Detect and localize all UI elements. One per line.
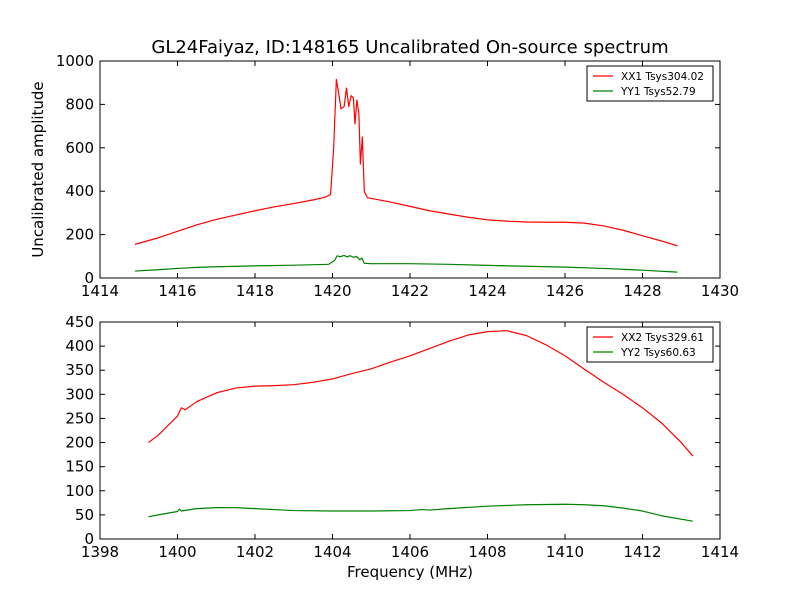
y-tick-label: 450 xyxy=(65,313,94,331)
x-tick-label: 1406 xyxy=(391,543,429,561)
series-line-xx1 xyxy=(134,78,678,247)
y-tick-label: 250 xyxy=(65,409,94,427)
y-tick-label: 400 xyxy=(65,337,94,355)
x-axis-label: Frequency (MHz) xyxy=(347,563,473,581)
y-tick-label: 0 xyxy=(84,269,94,287)
y-tick-label: 300 xyxy=(65,385,94,403)
legend-entry: YY2 Tsys60.63 xyxy=(620,347,696,359)
legend-entry: YY1 Tsys52.79 xyxy=(620,86,696,98)
series-line-xx2 xyxy=(148,330,694,457)
x-tick-label: 1408 xyxy=(468,543,506,561)
x-tick-label: 1416 xyxy=(158,282,196,300)
y-tick-label: 150 xyxy=(65,458,94,476)
legend: XX1 Tsys304.02 YY1 Tsys52.79 xyxy=(586,65,714,102)
legend-box xyxy=(586,65,714,102)
y-tick-label: 100 xyxy=(65,482,94,500)
legend-entry: XX2 Tsys329.61 xyxy=(621,332,704,344)
legend-entry: XX1 Tsys304.02 xyxy=(621,71,704,83)
x-tick-label: 1410 xyxy=(546,543,584,561)
y-tick-label: 50 xyxy=(75,506,94,524)
x-tick-label: 1430 xyxy=(701,282,739,300)
top-spectrum-plot: 1414 1416 1418 1420 1422 1424 1426 1428 1430 0 200… xyxy=(29,52,739,300)
legend: XX2 Tsys329.61 YY2 Tsys60.63 xyxy=(586,326,714,363)
x-tick-label: 1426 xyxy=(546,282,584,300)
x-tick-label: 1422 xyxy=(391,282,429,300)
y-axis-label: Uncalibrated amplitude xyxy=(29,81,47,257)
y-tick-label: 400 xyxy=(65,182,94,200)
y-tick-label: 350 xyxy=(65,361,94,379)
y-tick-label: 600 xyxy=(65,139,94,157)
y-tick-label: 800 xyxy=(65,95,94,113)
x-tick-label: 1420 xyxy=(313,282,351,300)
x-tick-label: 1404 xyxy=(313,543,351,561)
x-tick-label: 1418 xyxy=(236,282,274,300)
y-tick-label: 1000 xyxy=(56,52,94,70)
x-tick-label: 1400 xyxy=(158,543,196,561)
x-tick-label: 1414 xyxy=(81,282,119,300)
x-tick-label: 1412 xyxy=(623,543,661,561)
series-line-yy1 xyxy=(134,254,678,273)
x-tick-label: 1424 xyxy=(468,282,506,300)
series-line-yy2 xyxy=(148,503,693,522)
y-tick-label: 200 xyxy=(65,226,94,244)
x-tick-label: 1402 xyxy=(236,543,274,561)
figure-title: GL24Faiyaz, ID:148165 Uncalibrated On-so… xyxy=(151,37,668,58)
y-tick-label: 0 xyxy=(84,530,94,548)
legend-box xyxy=(586,326,714,363)
bottom-spectrum-plot: 1398 1400 1402 1404 1406 1408 1410 1412 1414 0 50 1… xyxy=(65,313,739,561)
x-tick-label: 1398 xyxy=(81,543,119,561)
x-tick-label: 1428 xyxy=(623,282,661,300)
y-tick-label: 200 xyxy=(65,434,94,452)
x-tick-label: 1414 xyxy=(701,543,739,561)
